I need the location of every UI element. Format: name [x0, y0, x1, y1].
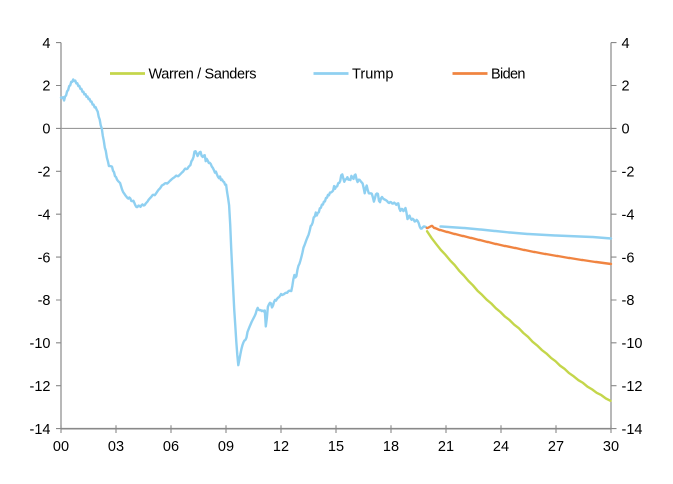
svg-text:27: 27: [548, 439, 564, 455]
svg-text:Trump: Trump: [352, 67, 394, 83]
svg-text:-4: -4: [38, 207, 51, 223]
svg-text:-4: -4: [622, 207, 635, 223]
svg-text:-2: -2: [622, 165, 635, 181]
svg-text:06: 06: [163, 439, 179, 455]
svg-text:0: 0: [622, 122, 630, 138]
svg-text:21: 21: [438, 439, 454, 455]
svg-text:-10: -10: [622, 336, 643, 352]
svg-text:Biden: Biden: [491, 67, 526, 83]
svg-text:4: 4: [622, 36, 630, 52]
svg-text:24: 24: [493, 439, 509, 455]
svg-text:12: 12: [273, 439, 289, 455]
svg-text:-14: -14: [30, 422, 51, 438]
svg-text:-14: -14: [622, 422, 643, 438]
svg-text:00: 00: [53, 439, 69, 455]
svg-text:-12: -12: [622, 379, 643, 395]
svg-text:2: 2: [42, 79, 50, 95]
svg-text:-12: -12: [30, 379, 51, 395]
svg-text:0: 0: [42, 122, 50, 138]
svg-text:Warren / Sanders: Warren / Sanders: [149, 67, 257, 83]
svg-text:18: 18: [383, 439, 399, 455]
svg-text:4: 4: [42, 36, 50, 52]
svg-text:09: 09: [218, 439, 234, 455]
svg-text:15: 15: [328, 439, 344, 455]
svg-text:-8: -8: [622, 293, 635, 309]
svg-text:03: 03: [108, 439, 124, 455]
svg-text:2: 2: [622, 79, 630, 95]
svg-text:30: 30: [603, 439, 619, 455]
svg-text:-6: -6: [38, 250, 51, 266]
svg-text:-10: -10: [30, 336, 51, 352]
svg-text:-2: -2: [38, 165, 51, 181]
svg-text:-6: -6: [622, 250, 635, 266]
svg-text:-8: -8: [38, 293, 51, 309]
